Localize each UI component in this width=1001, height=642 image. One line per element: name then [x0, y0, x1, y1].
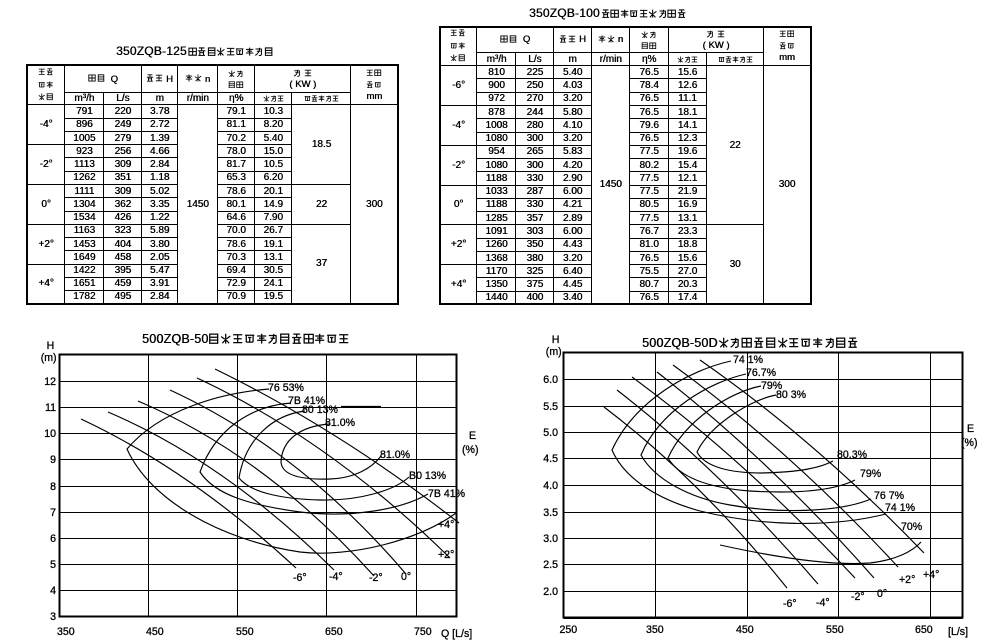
svg-text:7B 41%: 7B 41% [288, 395, 326, 407]
svg-text:80.3%: 80.3% [837, 449, 868, 461]
svg-text:3.0: 3.0 [543, 533, 558, 545]
svg-text:70%: 70% [901, 521, 923, 533]
svg-text:74 1%: 74 1% [885, 502, 916, 514]
svg-text:11: 11 [45, 402, 56, 414]
svg-text:5: 5 [50, 559, 56, 571]
svg-text:-2°: -2° [369, 572, 383, 584]
svg-text:E: E [469, 430, 476, 442]
svg-text:2.0: 2.0 [543, 586, 558, 598]
svg-text:0°: 0° [401, 571, 411, 583]
svg-text:8: 8 [50, 481, 56, 493]
svg-text:4.0: 4.0 [543, 480, 558, 492]
svg-text:76 7%: 76 7% [874, 490, 905, 502]
svg-text:+4°: +4° [923, 569, 939, 581]
svg-text:10: 10 [44, 428, 56, 440]
svg-text:H: H [47, 340, 55, 352]
svg-text:0°: 0° [877, 588, 887, 600]
svg-text:4.5: 4.5 [543, 453, 558, 465]
svg-text:5.5: 5.5 [543, 401, 558, 413]
svg-text:7: 7 [50, 507, 56, 519]
svg-text:-6°: -6° [293, 572, 307, 584]
svg-text:76 53%: 76 53% [268, 382, 305, 394]
svg-text:250: 250 [560, 624, 578, 636]
svg-text:(%): (%) [961, 437, 977, 449]
svg-text:(%): (%) [462, 444, 478, 456]
svg-text:+2°: +2° [438, 549, 454, 561]
svg-text:-2°: -2° [851, 591, 865, 603]
svg-text:6: 6 [50, 533, 56, 545]
svg-text:6.0: 6.0 [543, 374, 558, 386]
svg-text:79%: 79% [761, 380, 783, 392]
svg-text:+4°: +4° [438, 519, 454, 531]
svg-text:550: 550 [826, 624, 844, 636]
svg-text:Q [L/s]: Q [L/s] [441, 628, 472, 640]
svg-text:7B 41%: 7B 41% [428, 488, 466, 500]
svg-text:+2°: +2° [899, 574, 915, 586]
svg-text:E: E [967, 423, 974, 435]
svg-text:79%: 79% [860, 468, 882, 480]
svg-text:12: 12 [44, 376, 56, 388]
svg-text:650: 650 [915, 624, 933, 636]
svg-text:3.5: 3.5 [543, 507, 558, 519]
svg-text:9: 9 [50, 454, 56, 466]
svg-text:H: H [552, 334, 560, 346]
svg-text:(m): (m) [546, 346, 562, 358]
svg-text:650: 650 [325, 626, 343, 638]
svg-text:-4°: -4° [816, 597, 830, 609]
svg-text:76.7%: 76.7% [746, 367, 777, 379]
svg-text:3: 3 [50, 611, 56, 623]
svg-text:[L/s]: [L/s] [948, 626, 968, 638]
svg-text:5.0: 5.0 [543, 427, 558, 439]
svg-text:B0 13%: B0 13% [409, 470, 447, 482]
svg-text:(m): (m) [41, 352, 57, 364]
svg-text:74 1%: 74 1% [733, 354, 764, 366]
svg-text:2.5: 2.5 [543, 559, 558, 571]
svg-text:80 13%: 80 13% [302, 404, 339, 416]
svg-text:81.0%: 81.0% [325, 417, 356, 429]
svg-text:4: 4 [50, 585, 56, 597]
svg-text:350: 350 [646, 624, 664, 636]
svg-text:-6°: -6° [783, 598, 797, 610]
svg-text:450: 450 [736, 624, 754, 636]
svg-text:80 3%: 80 3% [776, 389, 807, 401]
svg-text:450: 450 [146, 626, 164, 638]
svg-text:350: 350 [57, 626, 75, 638]
svg-text:81.0%: 81.0% [380, 449, 411, 461]
svg-text:550: 550 [236, 626, 254, 638]
svg-text:750: 750 [414, 626, 432, 638]
svg-text:-4°: -4° [329, 571, 343, 583]
